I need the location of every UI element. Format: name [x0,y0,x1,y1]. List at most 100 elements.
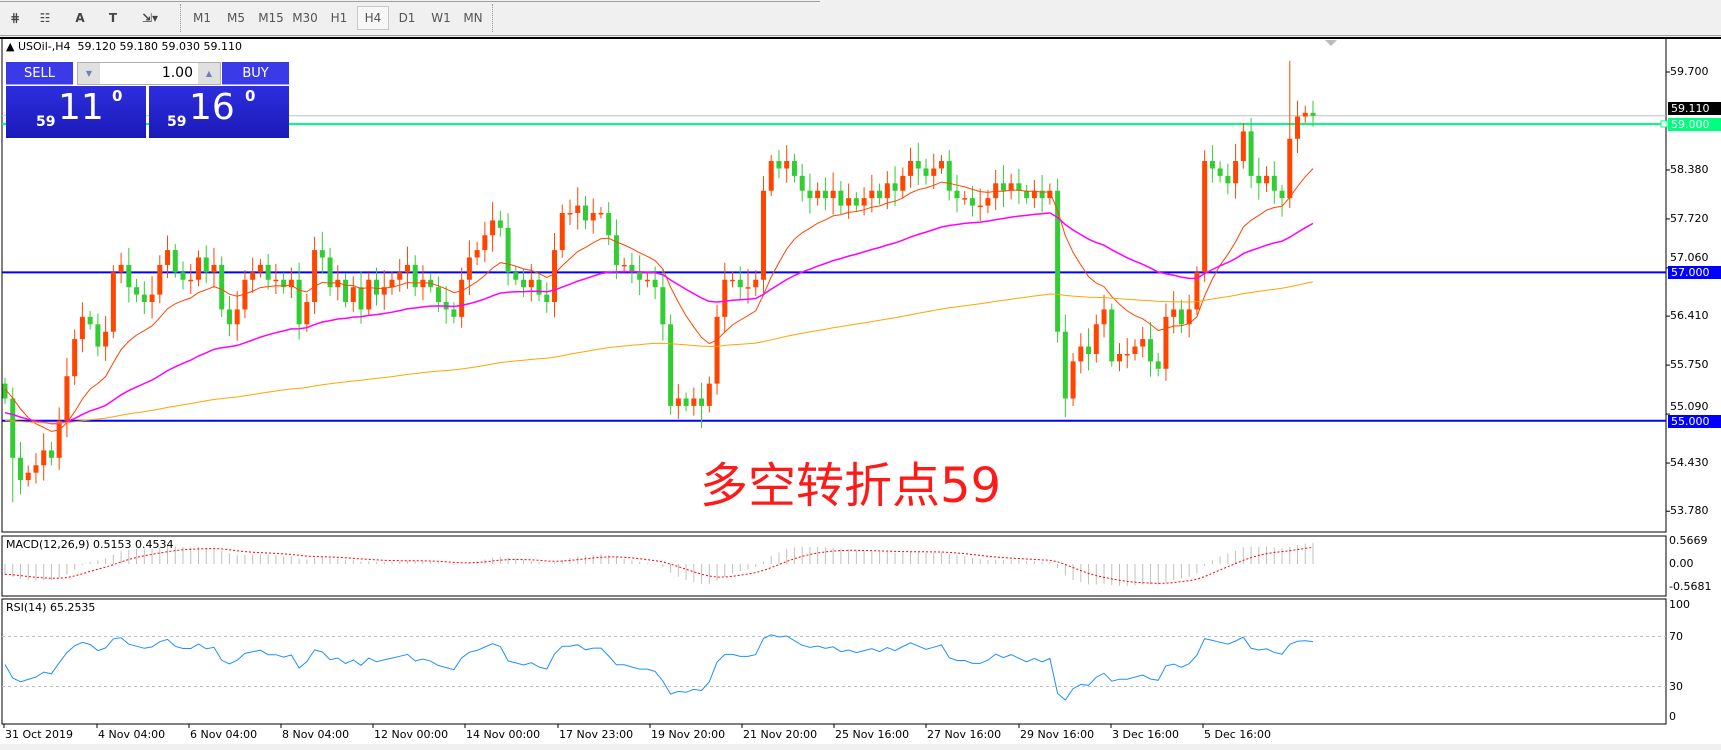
moving-average-mid-line [4,212,1314,425]
candle-bullish [598,212,604,215]
candle-bearish [265,264,271,280]
candle-bullish [157,264,163,295]
buy-price-box[interactable]: 59 16 0 [149,86,289,138]
candle-bearish [1178,309,1184,325]
candle-bearish [892,183,898,191]
timeframe-m15-button[interactable]: M15 [258,11,284,25]
timeframe-m5-button[interactable]: M5 [227,11,245,25]
sell-price-main: 11 [58,87,104,128]
candle-bullish [1101,309,1107,325]
candle-bearish [877,190,883,199]
candle-bearish [412,264,418,288]
price-axis-label: 55.090 [1670,399,1709,413]
moving-average-slow-line [4,281,1314,424]
time-axis-label: 6 Nov 04:00 [190,728,258,741]
macd-histogram [4,542,1314,586]
candle-bullish [575,205,581,213]
toolbar: ⋕ ☷ A T ⇲▾ M1 M5 M15 M30 H1 H4 D1 W1 MN [0,0,1721,36]
candle-bullish [195,257,201,280]
candle-bearish [807,190,813,199]
buy-button[interactable]: BUY [222,62,289,85]
candle-bullish [459,279,465,317]
lot-size-field[interactable]: ▼ 1.00 ▲ [77,62,221,85]
time-axis-label: 4 Nov 04:00 [98,728,166,741]
candle-bearish [1279,190,1285,199]
candle-bullish [366,279,372,310]
candle-bullish [644,279,650,282]
candle-bearish [737,279,743,288]
price-axis-label: 55.750 [1670,358,1709,372]
lot-decrease-button[interactable]: ▼ [78,63,100,84]
time-axis-label: 27 Nov 16:00 [927,728,1002,741]
candle-bearish [822,190,828,199]
candle-bearish [946,161,952,191]
candle-bullish [962,198,968,200]
candle-bearish [1109,309,1115,362]
candle-bearish [1055,190,1061,332]
candle-bearish [1209,161,1215,169]
fibonacci-fan-icon[interactable]: ☷ [39,11,51,25]
time-axis-label: 21 Nov 20:00 [743,728,818,741]
candle-bearish [172,250,178,273]
candle-bearish [10,398,16,458]
candle-bullish [985,198,991,206]
candle-bearish [954,190,960,199]
candle-bullish [1186,309,1192,325]
candle-bullish [234,309,240,325]
timeframe-m1-button[interactable]: M1 [193,11,211,25]
sell-price-box[interactable]: 59 11 0 [6,86,146,138]
timeframe-w1-button[interactable]: W1 [431,11,451,25]
time-axis-label: 17 Nov 23:00 [559,728,634,741]
candle-bearish [1086,346,1092,354]
timeframe-m30-button[interactable]: M30 [292,11,318,25]
candle-bearish [281,279,287,288]
timeframe-h4-button[interactable]: H4 [357,6,389,30]
candle-bearish [435,287,441,303]
chart-annotation-text[interactable]: 多空转折点59 [700,458,1002,514]
elliott-lines-icon[interactable]: ⋕ [9,11,21,25]
text-box-icon[interactable]: T [108,11,118,25]
candle-bullish [884,183,890,199]
timeframe-d1-button[interactable]: D1 [398,11,416,25]
candle-bearish [660,287,666,325]
candle-bearish [17,457,23,481]
lot-size-input[interactable]: 1.00 [161,65,193,81]
candle-bearish [791,161,797,176]
candle-bearish [1155,361,1161,369]
price-axis-label: 56.410 [1670,309,1709,323]
candle-bullish [1078,346,1084,362]
level-price-tag: 59.000 [1668,117,1721,131]
candle-bullish [714,316,720,384]
candle-bearish [48,450,54,458]
time-axis-label: 14 Nov 00:00 [466,728,541,741]
lot-increase-button[interactable]: ▲ [198,63,220,84]
chart-window[interactable] [0,37,1721,750]
sell-price-fraction: 0 [112,87,123,105]
candle-bearish [668,324,674,406]
candle-bullish [56,420,62,458]
candle-bullish [590,212,596,221]
candle-bullish [1240,131,1246,162]
candle-bullish [1124,353,1130,356]
text-label-icon[interactable]: A [75,11,85,25]
level-price-tag: 55.000 [1668,414,1721,428]
time-axis-label: 19 Nov 20:00 [651,728,726,741]
candle-bullish [1031,190,1037,199]
candle-bearish [1016,183,1022,191]
candle-bullish [730,279,736,282]
candle-bearish [799,175,805,191]
rsi-axis-label: 100 [1669,598,1690,611]
sell-button[interactable]: SELL [6,62,73,85]
sell-price-prefix: 59 [36,114,56,130]
price-axis-label: 57.720 [1670,211,1709,225]
candle-bullish [753,279,759,288]
timeframe-mn-button[interactable]: MN [463,11,483,25]
timeframe-h1-button[interactable]: H1 [330,11,348,25]
candle-bullish [397,272,403,280]
macd-axis-label: -0.5681 [1669,580,1712,593]
candle-bullish [552,250,558,303]
bottom-strip [0,744,1721,750]
candle-bullish [1202,161,1208,273]
arrows-dropdown-icon[interactable]: ⇲▾ [141,11,159,25]
